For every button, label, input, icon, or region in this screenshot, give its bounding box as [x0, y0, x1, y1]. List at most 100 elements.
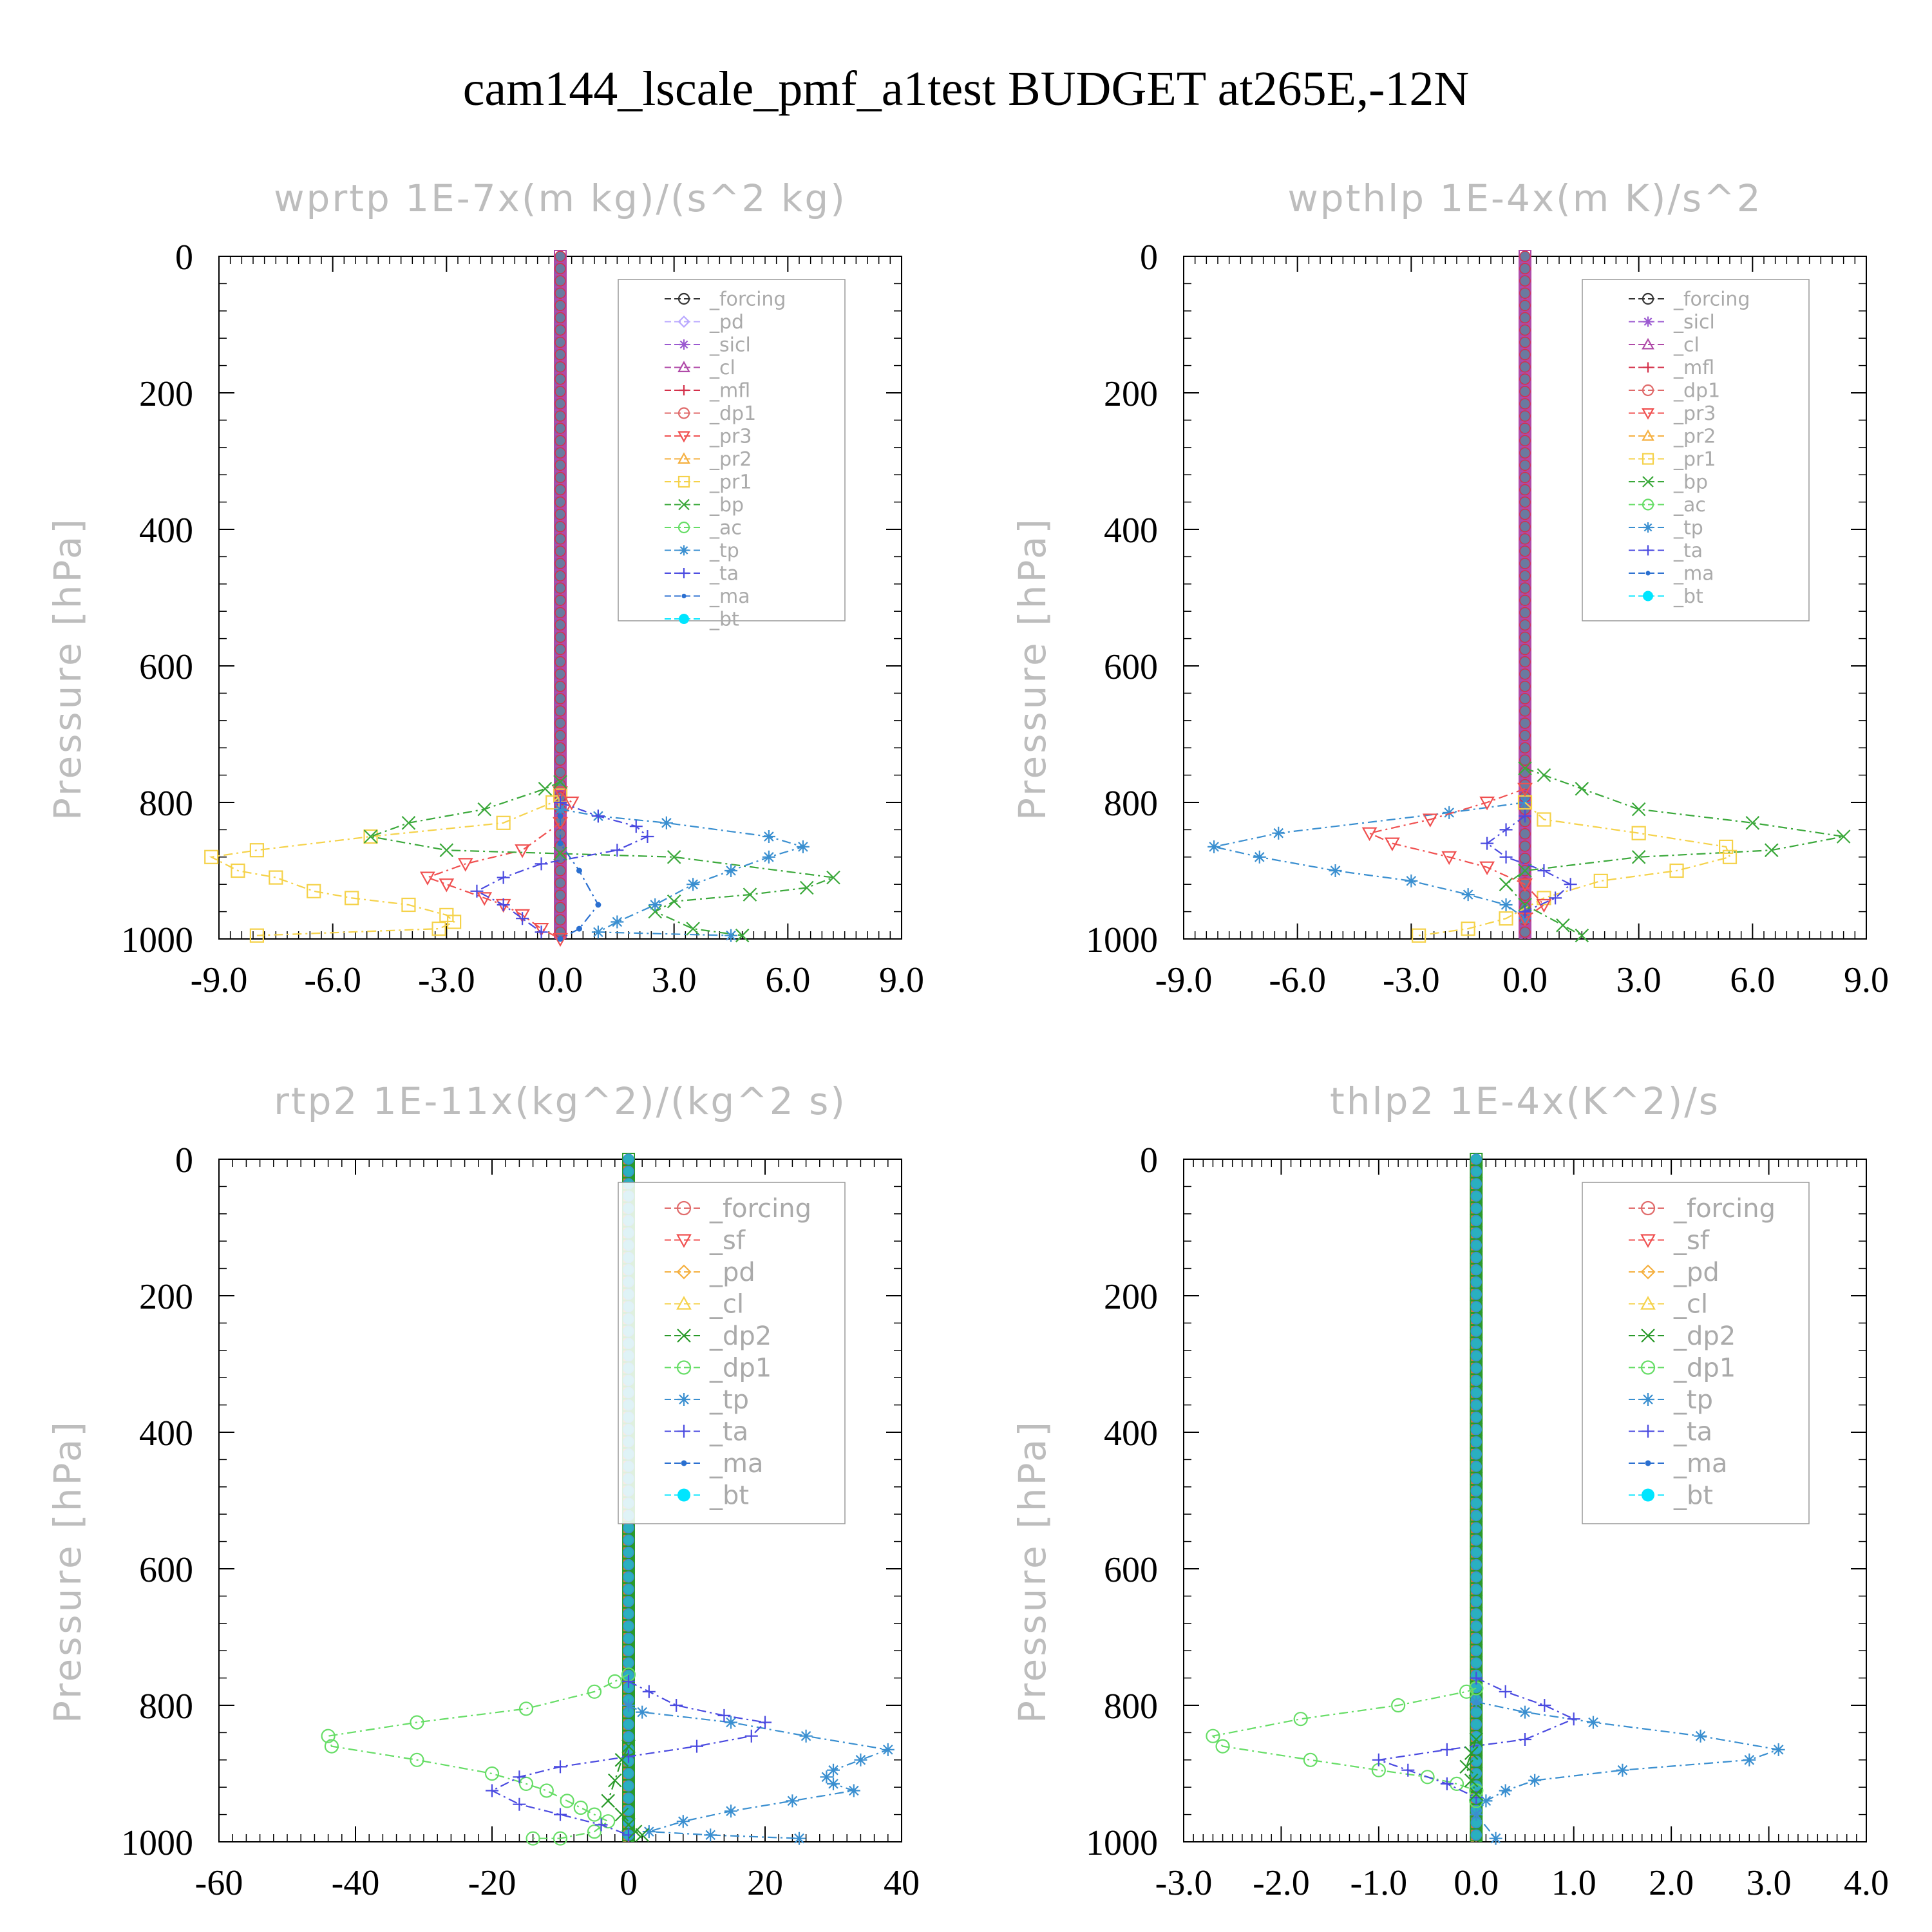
zero-profile-marker — [1470, 1276, 1482, 1288]
data-point — [1461, 888, 1475, 902]
zero-profile-marker — [1470, 1214, 1483, 1227]
data-point — [1481, 837, 1494, 850]
zero-profile-marker — [622, 1730, 635, 1743]
data-point — [249, 843, 264, 858]
legend-label: _dp2 — [709, 1321, 772, 1351]
legend-item: _sf — [665, 1226, 746, 1256]
zero-profile-marker — [1519, 299, 1531, 312]
data-point — [667, 850, 681, 864]
zero-profile-marker — [1519, 410, 1531, 422]
data-point — [1836, 829, 1851, 844]
data-point — [515, 844, 530, 858]
zero-profile-marker — [554, 594, 567, 607]
zero-profile-marker — [1470, 1633, 1482, 1644]
data-point — [560, 1794, 574, 1808]
zero-profile-marker — [1519, 570, 1531, 582]
zero-profile-marker — [1519, 532, 1531, 545]
legend-swatch-marker — [681, 1460, 687, 1466]
zero-profile-marker — [1470, 1718, 1483, 1731]
series-line — [560, 808, 806, 936]
zero-profile-marker — [1470, 1731, 1482, 1743]
zero-profile-marker — [554, 607, 566, 619]
zero-profile-marker — [554, 275, 566, 287]
zero-profile-marker — [1470, 1620, 1483, 1633]
legend-swatch-marker — [676, 1200, 692, 1216]
data-point — [1293, 1712, 1308, 1727]
data-point — [827, 1777, 840, 1790]
y-tick-label: 200 — [1104, 1277, 1158, 1317]
data-point — [622, 1674, 635, 1688]
zero-profile-marker — [622, 1779, 635, 1793]
zero-profile-marker — [623, 1522, 634, 1534]
zero-profile-marker — [1470, 1300, 1483, 1313]
data-point — [249, 928, 264, 943]
zero-profile-marker — [554, 521, 566, 533]
data-point — [497, 898, 510, 911]
data-point — [1631, 826, 1646, 840]
x-tick-label: 6.0 — [765, 960, 810, 1000]
zero-profile-marker — [554, 643, 567, 656]
zero-profile-marker — [1519, 717, 1531, 730]
zero-profile-marker — [554, 742, 566, 753]
legend-label: _pr1 — [1673, 448, 1716, 471]
data-point — [649, 898, 662, 911]
zero-profile-marker — [1470, 1313, 1482, 1325]
data-point — [1537, 768, 1551, 782]
zero-profile-marker — [1470, 1374, 1482, 1387]
zero-profile-marker — [554, 533, 566, 545]
data-point — [513, 1797, 526, 1811]
data-point — [1215, 1739, 1230, 1754]
legend-swatch-marker — [1643, 362, 1653, 373]
y-tick-label: 600 — [139, 647, 193, 687]
data-point — [1464, 1746, 1479, 1760]
x-tick-label: -6.0 — [304, 960, 361, 1000]
zero-profile-marker — [1470, 1153, 1483, 1166]
data-point — [557, 813, 564, 819]
zero-profile-marker — [554, 902, 566, 913]
zero-profile-marker — [1470, 1595, 1483, 1608]
legend-swatch-marker — [1640, 1234, 1656, 1248]
zero-profile-marker — [623, 1768, 634, 1779]
zero-profile-marker — [622, 1718, 635, 1731]
page-title: cam144_lscale_pmf_a1test BUDGET at265E,-… — [462, 62, 1470, 116]
data-point — [1765, 843, 1779, 857]
data-point — [1443, 806, 1456, 819]
x-tick-label: 3.0 — [1747, 1863, 1792, 1903]
legend-label: _pd — [709, 1258, 755, 1287]
data-point — [576, 867, 582, 874]
zero-profile-marker — [554, 274, 567, 288]
y-tick-label: 1000 — [1086, 920, 1158, 960]
data-point — [538, 782, 553, 796]
series-dp1 — [321, 1667, 636, 1846]
zero-profile-marker — [1470, 1730, 1483, 1743]
zero-profile-marker — [1470, 1571, 1482, 1583]
data-point — [1499, 823, 1513, 837]
zero-profile-marker — [1470, 1718, 1482, 1730]
data-point — [1499, 911, 1513, 926]
data-point — [535, 857, 548, 871]
series-pr1 — [1412, 795, 1738, 943]
legend-label: _sf — [709, 1226, 746, 1256]
zero-profile-marker — [554, 619, 566, 631]
data-point — [554, 796, 567, 809]
legend-swatch-marker — [1642, 337, 1654, 350]
zero-profile-marker — [1470, 1497, 1483, 1510]
zero-profile-marker — [554, 766, 567, 779]
data-point — [628, 1824, 643, 1839]
zero-profile-marker — [1519, 668, 1531, 680]
zero-profile-marker — [622, 1165, 635, 1179]
zero-profile-marker — [554, 348, 567, 361]
zero-profile-marker — [1470, 1645, 1482, 1656]
data-point — [1206, 1728, 1220, 1743]
legend-label: _tp — [1673, 517, 1703, 540]
zero-profile-marker — [1519, 398, 1531, 410]
panel-3: rtp2 1E-11x(kg^2)/(kg^2 s) Pressure [hPa]… — [46, 1079, 920, 1903]
legend-swatch-marker — [1642, 453, 1654, 465]
data-point — [1208, 840, 1221, 853]
data-point — [1470, 1695, 1483, 1709]
data-point — [1538, 1699, 1551, 1712]
zero-profile-marker — [622, 1792, 635, 1805]
y-tick-label: 1000 — [121, 920, 193, 960]
y-tick-label: 0 — [1140, 238, 1158, 278]
legend-swatch-marker — [1643, 545, 1653, 556]
